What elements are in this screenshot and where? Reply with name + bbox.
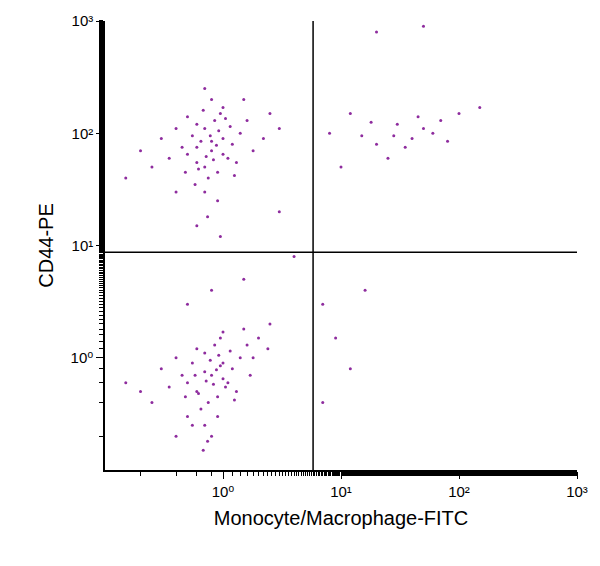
svg-text:Monocyte/Macrophage-FITC: Monocyte/Macrophage-FITC	[214, 507, 469, 529]
svg-text:10³: 10³	[566, 483, 588, 500]
svg-text:10⁰: 10⁰	[71, 349, 94, 366]
svg-text:10²: 10²	[72, 125, 94, 142]
svg-text:10¹: 10¹	[72, 237, 94, 254]
svg-text:10²: 10²	[448, 483, 470, 500]
svg-text:10¹: 10¹	[330, 483, 352, 500]
svg-text:10⁰: 10⁰	[212, 483, 235, 500]
svg-text:10³: 10³	[72, 12, 94, 29]
svg-text:CD44-PE: CD44-PE	[35, 203, 57, 287]
